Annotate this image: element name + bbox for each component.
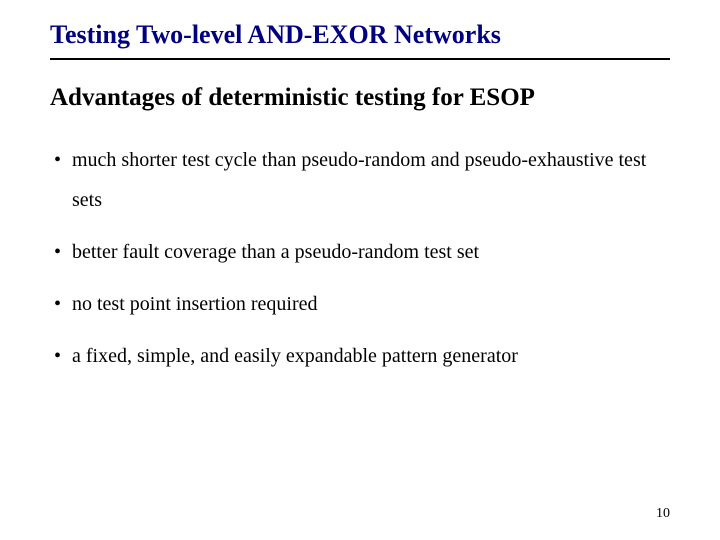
bullet-list: much shorter test cycle than pseudo-rand… (50, 140, 670, 376)
page-number: 10 (656, 506, 670, 522)
title-divider (50, 58, 670, 60)
slide-title: Testing Two-level AND-EXOR Networks (50, 20, 670, 50)
list-item: a fixed, simple, and easily expandable p… (54, 336, 670, 376)
list-item: much shorter test cycle than pseudo-rand… (54, 140, 670, 220)
list-item: no test point insertion required (54, 284, 670, 324)
list-item: better fault coverage than a pseudo-rand… (54, 232, 670, 272)
slide-subtitle: Advantages of deterministic testing for … (50, 84, 670, 112)
